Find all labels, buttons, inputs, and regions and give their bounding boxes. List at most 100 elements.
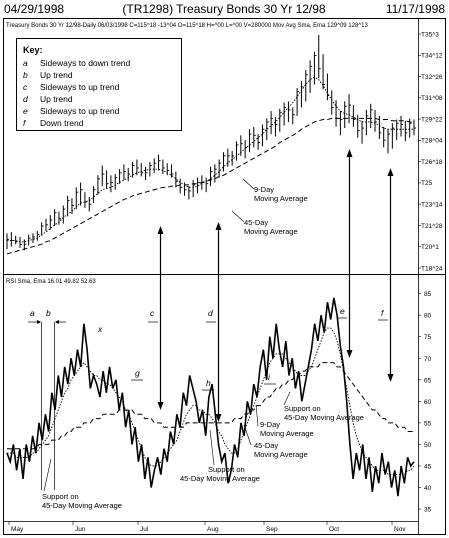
price-bar: [266, 118, 269, 141]
month-label: Sep: [266, 526, 278, 533]
key-item-text: Sideways to down trend: [40, 58, 131, 68]
label-line-2: Moving Average: [254, 194, 308, 203]
price-bar: [322, 54, 326, 90]
price-tick-label: T20^1: [421, 244, 439, 251]
rsi-support-right-annotation: Support on 45-Day Moving Average: [283, 391, 364, 422]
price-bar: [279, 108, 282, 132]
price-bar: [127, 167, 131, 182]
price-bar: [318, 34, 321, 79]
label-line-1: Support on: [42, 492, 79, 501]
trend-arrow-e-head-down: [346, 350, 353, 358]
price-tick-label: T35^3: [421, 31, 439, 38]
price-bar: [114, 174, 118, 190]
rsi-support-left-leader: [43, 458, 52, 492]
price-bar: [365, 109, 369, 136]
price-bar: [300, 80, 304, 108]
trend-label-e: e: [340, 306, 345, 316]
label-line-1: Support on: [284, 404, 321, 413]
price-bar: [97, 175, 100, 195]
rsi-line: [6, 297, 415, 497]
rsi-label-h: h: [206, 378, 211, 388]
price-bar: [231, 151, 235, 166]
price-bar: [352, 105, 356, 127]
key-title: Key:: [23, 45, 43, 55]
price-bar: [140, 163, 144, 177]
price-bar: [313, 51, 317, 85]
key-item-f: f Down trend: [23, 118, 84, 128]
key-item-text: Down trend: [40, 118, 84, 128]
rsi-tick-label: 60: [424, 399, 432, 406]
key-item-letter: d: [23, 94, 28, 104]
price-tick-label: T26^18: [421, 159, 443, 166]
key-item-d: d Up trend: [23, 94, 73, 104]
price-tick-label: T32^26: [421, 74, 443, 81]
price-bar: [106, 170, 109, 189]
key-item-c: c Sideways to up trend: [23, 82, 120, 92]
price-bar: [41, 222, 44, 236]
price-bar: [171, 164, 174, 178]
price-bar: [374, 109, 378, 132]
price-bar: [335, 100, 339, 127]
month-label: Jun: [75, 526, 86, 533]
marker-b-arrowhead: [55, 320, 59, 324]
key-item-e: e Sideways to up trend: [23, 106, 120, 116]
marker-label-a: a: [30, 308, 35, 318]
price-tick-label: T25: [421, 180, 433, 187]
price-bar: [292, 107, 295, 125]
price-bar: [344, 101, 347, 129]
price-bar: [387, 129, 391, 154]
key-frame: [16, 38, 182, 131]
price-bar: [49, 215, 53, 230]
rsi-ma45-annotation: 45-Day Moving Average: [243, 424, 308, 459]
price-bar: [404, 120, 408, 142]
header-title: (TR1298) Treasury Bonds 30 Yr 12/98: [122, 2, 326, 16]
rsi-ma45-label: 45-Day Moving Average: [254, 441, 308, 459]
label-line-1: Support on: [208, 465, 245, 474]
price-ma9-label: 9-Day Moving Average: [254, 185, 308, 203]
month-label: May: [11, 526, 24, 533]
price-tick-label: T21^28: [421, 223, 443, 230]
price-bar: [244, 140, 248, 159]
price-tick-label: T29^22: [421, 116, 443, 123]
rsi-ma9-label: 9-Day Moving Average: [260, 420, 314, 438]
price-tick-label: T23^14: [421, 201, 443, 208]
price-bar: [339, 111, 343, 136]
label-line-1: 45-Day: [254, 441, 278, 450]
rsi-label-i: i: [268, 372, 271, 382]
month-label: Oct: [329, 526, 339, 533]
price-ma45-label: 45-Day Moving Average: [244, 218, 298, 236]
key-box: Key: a Sideways to down trend b Up trend…: [16, 38, 182, 131]
month-label: Nov: [394, 526, 406, 533]
price-bar: [88, 197, 92, 212]
key-item-letter: b: [23, 70, 28, 80]
rsi-tick-label: 70: [424, 356, 432, 363]
key-item-letter: e: [23, 106, 28, 116]
rsi-tick-label: 65: [424, 377, 432, 384]
price-bar: [175, 171, 178, 188]
key-item-b: b Up trend: [23, 70, 73, 80]
trend-arrow-e: e: [337, 149, 353, 358]
price-tick-label: T18^24: [421, 265, 443, 272]
header-end-date: 11/17/1998: [386, 2, 445, 16]
label-line-2: Moving Average: [244, 227, 298, 236]
price-bar: [10, 232, 14, 247]
price-bar: [36, 230, 40, 241]
rsi-tick-label: 75: [424, 334, 432, 341]
rsi-ma9-annotation: 9-Day Moving Average: [255, 404, 314, 438]
price-bar: [19, 236, 22, 248]
price-bar: [23, 239, 27, 251]
price-bar: [210, 166, 213, 187]
price-bar: [119, 169, 122, 184]
label-line-2: Moving Average: [260, 429, 314, 438]
rsi-support-mid-annotation: Support on 45-Day Moving Average: [180, 429, 260, 483]
price-bar: [136, 159, 139, 176]
rsi-support-left-annotation: Support on 45-Day Moving Average: [42, 458, 122, 510]
month-label: Aug: [207, 526, 219, 533]
month-labels: May Jun Jul Aug Sep Oct Nov: [8, 521, 406, 533]
price-bar: [222, 152, 226, 172]
rsi-tick-label: 80: [424, 313, 432, 320]
price-bar: [283, 102, 287, 126]
rsi-tick-label: 45: [424, 463, 432, 470]
price-bar: [32, 233, 35, 244]
